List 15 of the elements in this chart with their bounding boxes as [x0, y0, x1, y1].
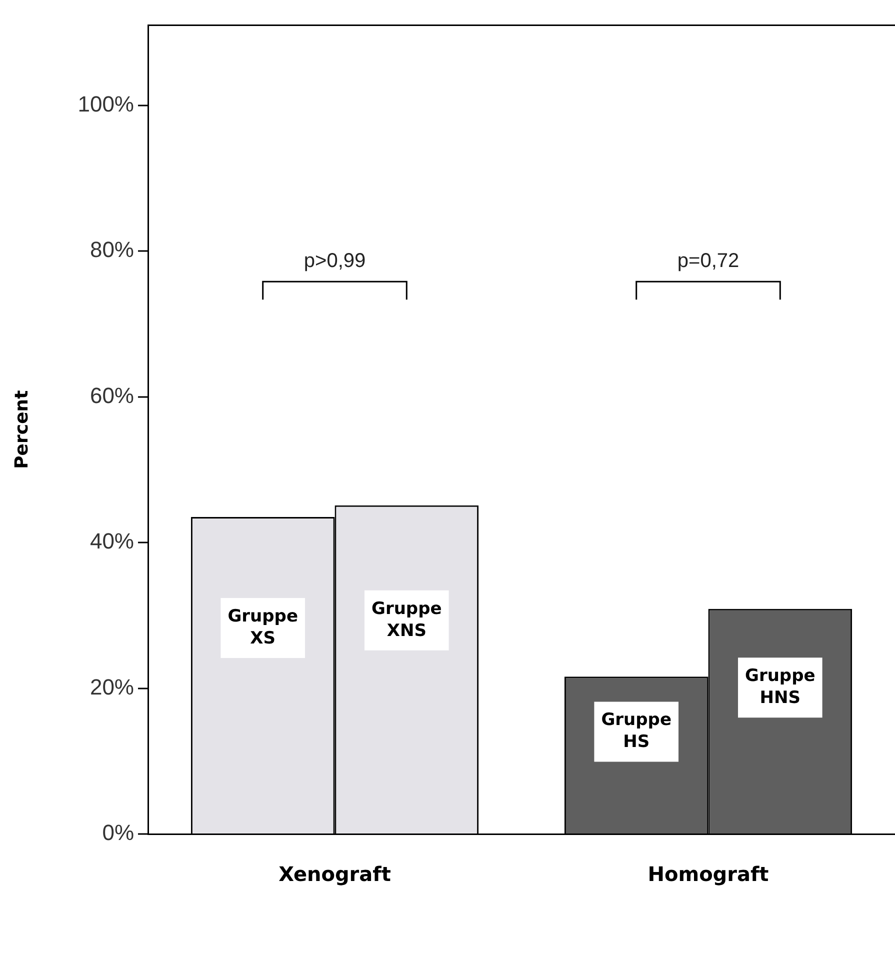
data-label: Gruppe HS: [601, 710, 672, 752]
data-label: Gruppe XS: [228, 606, 298, 648]
data-label: Gruppe XNS: [371, 598, 442, 641]
x-tick-label: Homograft: [648, 862, 770, 886]
y-tick-label: 80%: [90, 237, 134, 262]
data-label: Gruppe HNS: [744, 666, 816, 708]
x-tick-label: Xenograft: [278, 862, 392, 886]
annotation: p=0,72: [677, 250, 740, 272]
y-axis-title: Percent: [11, 390, 32, 469]
y-tick-label: 40%: [90, 528, 134, 554]
y-tick-label: 20%: [90, 674, 134, 700]
y-tick-label: 100%: [78, 91, 134, 116]
y-tick-label: 0%: [102, 820, 134, 846]
annotation: p>0,99: [304, 250, 366, 272]
y-tick-label: 60%: [90, 382, 134, 408]
